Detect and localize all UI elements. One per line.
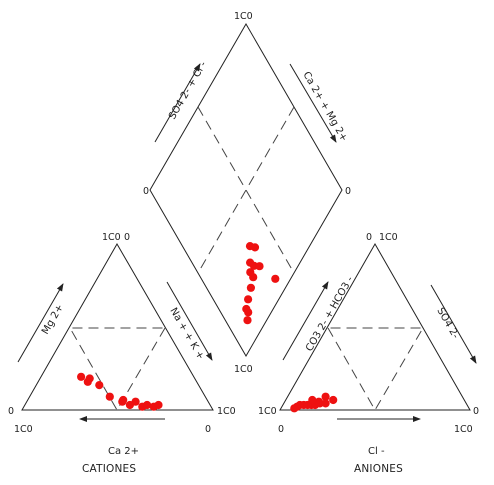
cation-apex-right-tick: 0	[124, 232, 130, 243]
cation-triangle-dashed-guides	[69, 327, 166, 411]
anion-triangle-outline	[279, 242, 471, 411]
anion-right-arrow	[430, 284, 477, 364]
diamond-bottom-tick: 1C0	[234, 364, 253, 375]
anion-data-point	[321, 399, 330, 408]
diamond-data-point	[246, 268, 255, 277]
diamond-data-point	[255, 262, 264, 271]
cation-data-point	[105, 392, 114, 401]
diamond-left-axis-label: SO4 2- + Cl -	[167, 59, 209, 121]
anion-bottom-right-tick: 0	[473, 406, 479, 417]
anion-data-point	[308, 395, 317, 405]
cation-below-right-tick: 0	[205, 424, 211, 435]
anion-triangle-dashed-guides	[327, 327, 424, 411]
cation-bottom-right-tick: 1C0	[217, 406, 236, 417]
diamond-right-axis-label: Ca 2+ + Mg 2+	[300, 70, 349, 144]
cation-right-axis-label: Na + + K +	[167, 306, 206, 362]
cation-triangle-outline	[21, 242, 214, 411]
anion-triangle-title: ANIONES	[354, 463, 403, 475]
diamond-data-point	[244, 295, 253, 304]
anion-bottom-left-tick: 1C0	[258, 406, 277, 417]
anion-data-point	[314, 397, 323, 406]
anion-points	[290, 392, 338, 413]
diamond-data-point	[271, 274, 280, 283]
anion-left-axis-label: CO3 2- + HCO3 -	[304, 274, 356, 353]
anion-left-arrow	[282, 281, 329, 361]
diamond-data-point	[250, 243, 260, 252]
anion-data-point	[290, 404, 299, 413]
diamond-top-tick: 1C0	[234, 11, 253, 22]
anion-right-axis-label: SO4 2-	[434, 306, 461, 341]
cation-triangle	[21, 242, 214, 411]
diamond-right-tick: 0	[345, 186, 351, 197]
anion-apex-left-tick: 0	[366, 232, 372, 243]
anion-bottom-axis-label: Cl -	[368, 446, 385, 457]
cation-points	[77, 372, 163, 411]
anion-data-point	[329, 395, 338, 405]
cation-left-axis-label: Mg 2+	[40, 303, 66, 337]
diamond-data-point	[242, 304, 251, 314]
central-diamond	[149, 23, 343, 357]
anion-apex-tick: 1C0	[379, 232, 398, 243]
diamond-points	[242, 242, 280, 325]
anion-triangle	[279, 242, 471, 413]
cation-below-left-tick: 1C0	[14, 424, 33, 435]
cation-data-point	[77, 372, 86, 381]
anion-below-left-tick: 0	[278, 424, 284, 435]
anion-below-right-tick: 1C0	[454, 424, 473, 435]
diamond-data-point	[243, 316, 252, 325]
anion-data-point	[321, 392, 330, 401]
cation-data-point	[95, 381, 104, 390]
cation-data-point	[154, 400, 163, 410]
cation-left-arrow	[17, 283, 64, 363]
cation-right-arrow	[166, 281, 213, 361]
cation-bottom-left-tick: 0	[8, 406, 14, 417]
cation-bottom-axis-label: Ca 2+	[108, 446, 139, 457]
cation-data-point	[143, 400, 152, 410]
diamond-right-arrow	[289, 63, 337, 143]
cation-triangle-title: CATIONES	[82, 463, 136, 475]
diamond-data-point	[246, 283, 255, 292]
cation-data-point	[131, 397, 140, 406]
diamond-outline	[149, 23, 343, 357]
diamond-left-tick: 0	[143, 186, 149, 197]
diamond-left-arrow	[154, 63, 201, 143]
cation-apex-tick: 1C0	[102, 232, 121, 243]
cation-data-point	[118, 397, 127, 406]
cation-data-point	[83, 377, 92, 386]
